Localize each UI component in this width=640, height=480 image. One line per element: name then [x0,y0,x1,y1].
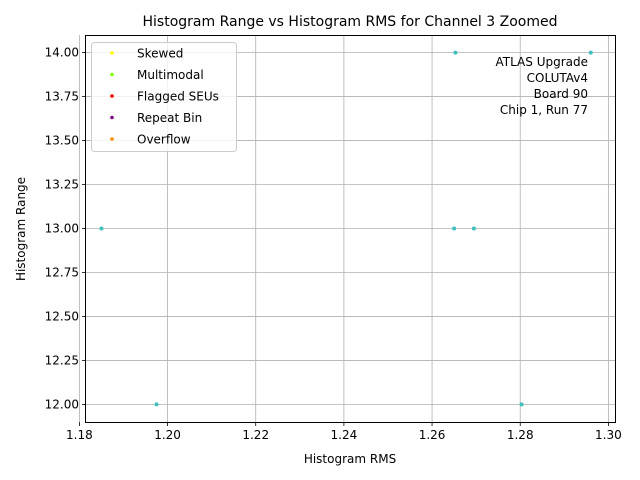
y-tick-label: 13.25 [45,178,79,192]
legend-marker [110,72,114,77]
chart-title: Histogram Range vs Histogram RMS for Cha… [143,14,558,30]
plot-frame [85,35,616,423]
y-axis-label: Histogram Range [14,177,28,281]
grid-lines [78,35,615,422]
data-point [588,50,593,55]
y-tick-label: 12.75 [45,265,79,279]
y-tick-label: 12.00 [45,397,79,411]
y-tick-label: 12.50 [45,309,79,323]
y-tick-label: 12.25 [45,353,79,367]
data-point [99,226,104,231]
annotation: ATLAS Upgrade COLUTAv4 Board 90 Chip 1, Run… [495,55,588,117]
legend-marker [110,115,114,120]
data-points [99,50,593,407]
x-tick-label: 1.26 [419,428,446,442]
y-axis-ticks: 12.00 12.25 12.50 12.75 13.00 13.25 13.50 13.75… [45,46,86,411]
legend-marker [110,51,114,55]
x-tick-label: 1.24 [331,428,358,442]
x-axis-label: Histogram RMS [304,452,396,466]
y-tick-label: 13.00 [45,222,79,236]
y-tick-label: 13.75 [45,90,79,104]
annotation-line: ATLAS Upgrade [495,55,588,69]
legend-marker [110,137,114,141]
x-tick-label: 1.22 [242,428,269,442]
data-point [471,226,476,231]
x-axis-ticks: 1.18 1.20 1.22 1.24 1.26 1.28 1.30 [66,422,622,442]
x-tick-label: 1.28 [507,428,534,442]
annotation-line: Chip 1, Run 77 [500,103,588,117]
x-tick-label: 1.18 [66,428,93,442]
data-point [154,402,159,407]
legend-label: Multimodal [137,68,204,82]
legend-label: Flagged SEUs [137,90,219,104]
x-tick-label: 1.20 [154,428,181,442]
y-tick-label: 14.00 [45,46,79,60]
data-point [452,226,457,231]
x-tick-label: 1.30 [595,428,622,442]
y-tick-label: 13.50 [45,134,79,148]
data-point [519,402,524,407]
legend-label: Overflow [137,133,191,147]
legend-marker [110,94,114,98]
legend: Skewed Multimodal Flagged SEUs Repeat Bin Ov… [91,42,237,152]
annotation-line: COLUTAv4 [527,71,588,85]
legend-label: Skewed [137,47,183,61]
data-point [453,50,458,55]
annotation-line: Board 90 [534,87,588,101]
legend-label: Repeat Bin [137,111,202,125]
legend-box [91,42,237,152]
